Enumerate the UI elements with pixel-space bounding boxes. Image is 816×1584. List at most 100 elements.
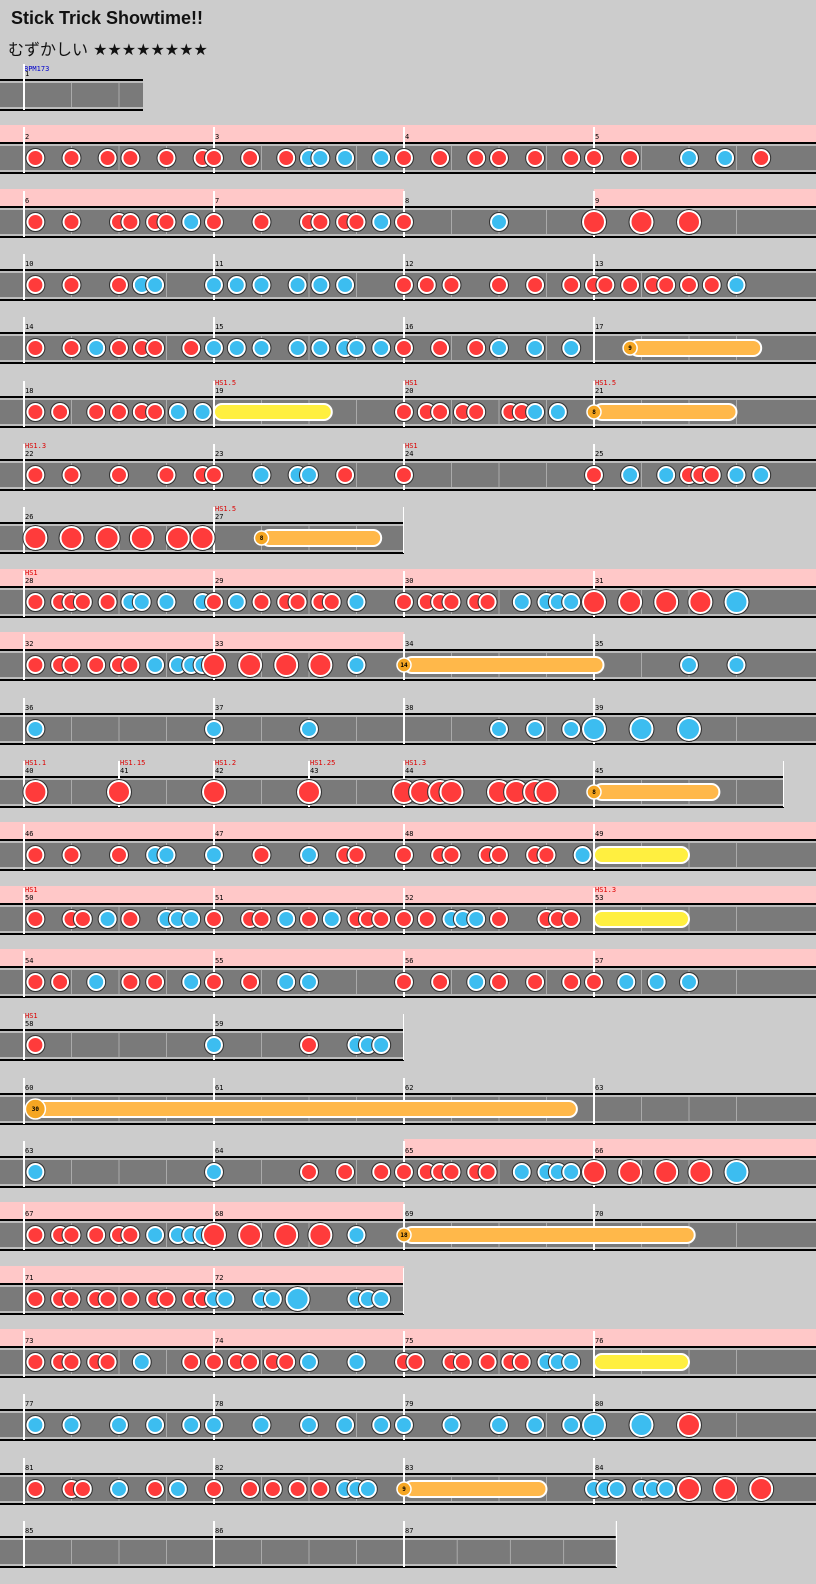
- don-note: [73, 1479, 92, 1498]
- ka-note: [193, 402, 212, 421]
- big-don-note: [582, 589, 606, 614]
- drumroll-bar: [593, 909, 690, 928]
- chart-row: 50 51 52 53 HS1 HS1.3: [0, 885, 816, 950]
- scroll-speed-label: HS1: [25, 1012, 38, 1021]
- measure-number: 85: [25, 1527, 34, 1536]
- ka-note: [252, 339, 271, 358]
- measure-number: 30: [405, 576, 414, 585]
- gogo-section: [214, 1265, 404, 1286]
- don-note: [395, 846, 413, 865]
- gogo-section: [404, 568, 594, 589]
- don-note: [121, 909, 140, 928]
- ka-note: [562, 1416, 581, 1435]
- balloon-roll-bar: [593, 402, 738, 421]
- big-ka-note: [629, 716, 654, 741]
- don-note: [467, 339, 486, 358]
- big-don-note: [618, 1159, 643, 1184]
- ka-note: [752, 466, 771, 485]
- measure-number: 58: [25, 1020, 34, 1029]
- balloon-count: 8: [592, 789, 596, 796]
- measure-number: 16: [405, 323, 414, 332]
- measure-number: 86: [215, 1527, 224, 1536]
- ka-note: [288, 276, 307, 295]
- don-note: [562, 972, 581, 991]
- ka-note: [263, 1289, 282, 1308]
- gogo-section: [0, 1329, 214, 1349]
- measure-number: 7: [215, 196, 220, 205]
- big-don-note: [534, 779, 559, 804]
- don-note: [26, 592, 45, 611]
- ka-note: [146, 1416, 165, 1435]
- big-don-note: [95, 526, 120, 551]
- don-note: [205, 466, 223, 485]
- don-note: [395, 909, 413, 928]
- ka-note: [87, 339, 106, 358]
- big-don-note: [190, 526, 215, 551]
- don-note: [26, 656, 45, 675]
- ka-note: [110, 1416, 128, 1435]
- measure-number: 66: [595, 1146, 604, 1155]
- ka-note: [336, 1416, 355, 1435]
- don-note: [300, 909, 318, 928]
- gogo-section: [0, 948, 214, 969]
- measure-number: 19: [215, 386, 224, 395]
- measure-number: 50: [25, 893, 34, 902]
- don-note: [453, 1353, 472, 1371]
- chart-row: 2 3 4 5: [0, 125, 816, 189]
- big-don-note: [582, 1159, 606, 1184]
- don-note: [205, 592, 223, 611]
- ka-note: [26, 1416, 45, 1435]
- balloon-note: [396, 1227, 412, 1244]
- measure-number: 3: [215, 133, 220, 142]
- don-note: [526, 149, 545, 168]
- don-note: [121, 1289, 140, 1308]
- ka-note: [216, 1289, 235, 1308]
- don-note: [395, 1162, 413, 1181]
- don-note: [26, 972, 45, 991]
- ka-note: [227, 592, 246, 611]
- big-don-note: [749, 1476, 774, 1501]
- chart-row: 54 55 56 57: [0, 948, 816, 1013]
- ka-note: [252, 1416, 271, 1435]
- measure-number: 4: [405, 133, 410, 142]
- scroll-speed-label: HS1.2: [215, 758, 237, 767]
- measure-number: 54: [25, 956, 34, 965]
- scroll-speed-label: HS1.5: [595, 378, 617, 387]
- don-note: [121, 656, 140, 675]
- chart-row: 58 59 HS1: [0, 1012, 404, 1076]
- don-note: [585, 972, 603, 991]
- balloon-roll-bar: [593, 782, 721, 801]
- ka-note: [205, 719, 223, 738]
- big-don-note: [238, 653, 263, 678]
- row-lane: [0, 948, 816, 998]
- measure-number: 73: [25, 1337, 34, 1345]
- balloon-note: [586, 784, 602, 800]
- measure-number: 64: [215, 1146, 224, 1155]
- big-don-note: [688, 1159, 713, 1184]
- big-don-note: [308, 1223, 333, 1248]
- balloon-note: [622, 340, 638, 357]
- don-note: [596, 276, 615, 295]
- ka-note: [205, 1036, 223, 1055]
- ka-note: [372, 339, 391, 358]
- don-note: [442, 846, 461, 865]
- don-note: [205, 1353, 223, 1371]
- big-don-note: [238, 1223, 263, 1248]
- don-note: [252, 909, 271, 928]
- big-don-note: [308, 653, 333, 678]
- don-note: [98, 592, 117, 611]
- ka-note: [467, 909, 486, 928]
- ka-note: [300, 846, 318, 865]
- don-note: [110, 339, 128, 358]
- don-note: [146, 402, 165, 421]
- don-note: [26, 1036, 45, 1055]
- scroll-speed-label: HS1: [405, 442, 418, 451]
- don-note: [62, 276, 81, 295]
- ka-note: [277, 909, 296, 928]
- gogo-section: [404, 1138, 594, 1159]
- ka-note: [300, 719, 318, 738]
- ka-note: [336, 276, 355, 295]
- measure-number: 37: [215, 703, 224, 712]
- don-note: [395, 276, 413, 295]
- balloon-roll-bar: [403, 1226, 696, 1245]
